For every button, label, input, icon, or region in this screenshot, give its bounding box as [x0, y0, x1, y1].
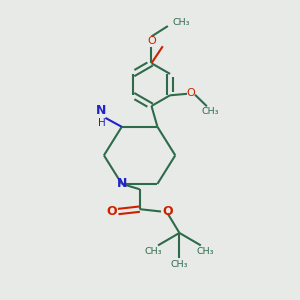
Text: O: O — [186, 88, 195, 98]
Text: N: N — [96, 104, 107, 117]
Text: CH₃: CH₃ — [171, 260, 188, 268]
Text: CH₃: CH₃ — [201, 107, 219, 116]
Text: O: O — [162, 205, 173, 218]
Text: N: N — [117, 177, 127, 190]
Text: H: H — [98, 118, 105, 128]
Text: O: O — [106, 205, 117, 218]
Text: CH₃: CH₃ — [197, 247, 214, 256]
Text: CH₃: CH₃ — [173, 18, 190, 27]
Text: O: O — [147, 36, 156, 46]
Text: CH₃: CH₃ — [145, 247, 162, 256]
